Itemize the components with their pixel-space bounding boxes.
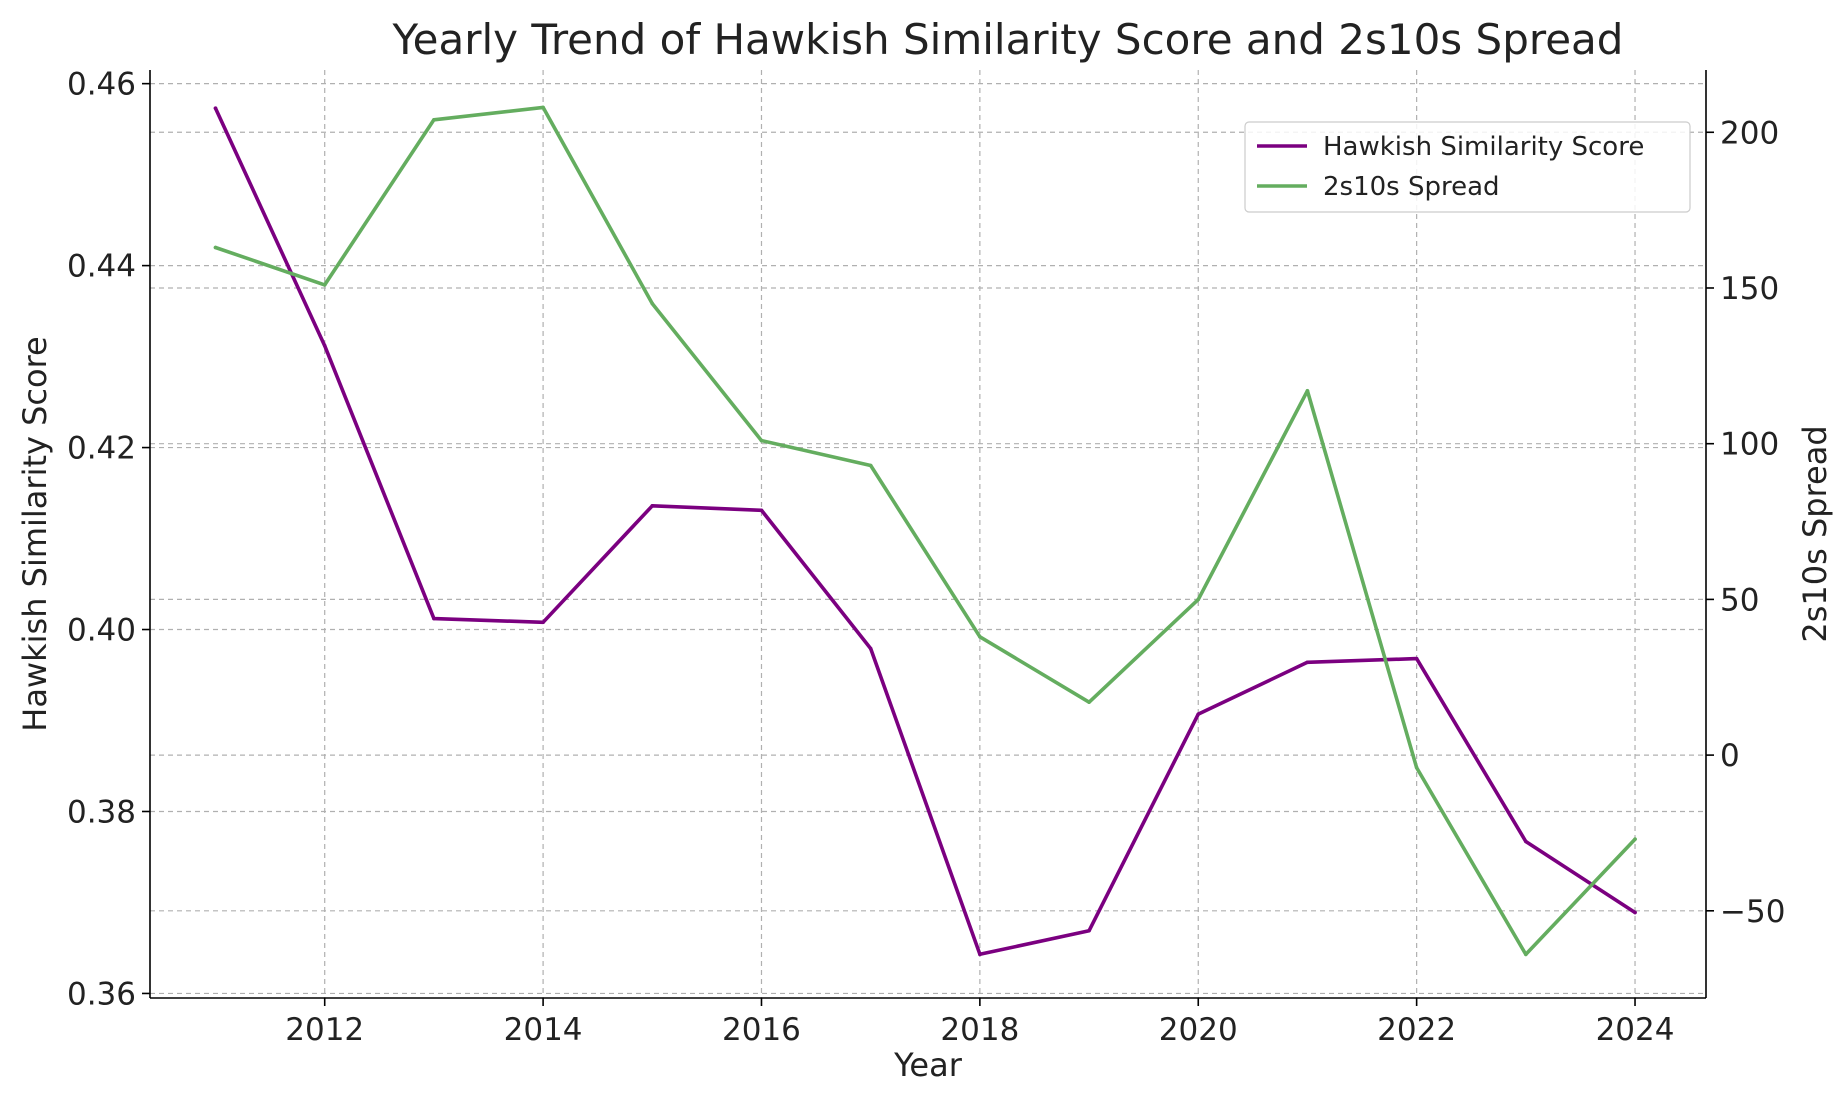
series-0-point-6 xyxy=(868,646,873,651)
x-tick-label-3: 2018 xyxy=(940,1012,1019,1048)
series-1-point-10 xyxy=(1305,388,1310,393)
series-0-point-4 xyxy=(650,503,655,508)
y-left-tick-label-4: 0.44 xyxy=(67,249,136,285)
y-left-tick-label-5: 0.46 xyxy=(67,67,136,103)
x-tick-label-6: 2024 xyxy=(1596,1012,1675,1048)
y-right-tick-label-2: 50 xyxy=(1720,582,1759,618)
series-line-0 xyxy=(213,106,1637,957)
series-0-point-2 xyxy=(432,616,436,621)
series-0-point-7 xyxy=(978,952,982,957)
series-0-point-12 xyxy=(1524,839,1528,844)
series-line-1 xyxy=(213,105,1637,957)
y-right-tick-label-3: 100 xyxy=(1720,427,1779,463)
y-left-tick-label-0: 0.36 xyxy=(67,976,136,1012)
legend-box xyxy=(1244,121,1691,213)
series-0-point-8 xyxy=(1087,928,1091,933)
series-1-point-7 xyxy=(978,634,982,639)
series-1-point-8 xyxy=(1087,700,1091,704)
series-0-point-3 xyxy=(541,620,545,625)
series-1-point-3 xyxy=(541,105,545,110)
series-0-point-0 xyxy=(213,106,218,111)
x-tick-label-4: 2020 xyxy=(1159,1012,1238,1048)
y-right-tick-label-1: 0 xyxy=(1720,738,1740,774)
series-1-point-6 xyxy=(868,463,873,468)
x-axis-label: Year xyxy=(893,1046,963,1084)
y-left-tick-label-1: 0.38 xyxy=(67,794,136,830)
series-0-point-1 xyxy=(322,343,327,348)
y-right-tick-label-4: 150 xyxy=(1720,271,1779,307)
series-1-point-5 xyxy=(759,438,764,443)
y-axis-left-label: Hawkish Similarity Score xyxy=(16,336,54,731)
legend-label-0: Hawkish Similarity Score xyxy=(1323,132,1644,162)
series-0-point-13 xyxy=(1633,910,1637,915)
legend-label-1: 2s10s Spread xyxy=(1323,172,1500,202)
series-0-point-5 xyxy=(759,508,764,513)
y-left-tick-label-2: 0.40 xyxy=(67,613,136,649)
y-axis-right-label: 2s10s Spread xyxy=(1796,425,1834,642)
series-1-point-2 xyxy=(432,118,436,122)
x-tick-label-2: 2016 xyxy=(722,1012,801,1048)
y-right-tick-label-5: 200 xyxy=(1720,115,1779,151)
series-0-point-11 xyxy=(1414,656,1419,661)
series-1-point-11 xyxy=(1414,765,1419,770)
series-1-point-9 xyxy=(1196,597,1201,602)
series-1-point-0 xyxy=(213,245,218,250)
x-tick-label-0: 2012 xyxy=(285,1012,364,1048)
series-1-point-4 xyxy=(650,301,655,306)
chart-title: Yearly Trend of Hawkish Similarity Score… xyxy=(392,15,1624,64)
series-1-point-12 xyxy=(1524,952,1528,957)
legend: Hawkish Similarity Score 2s10s Spread xyxy=(1244,121,1691,213)
x-tick-label-1: 2014 xyxy=(504,1012,583,1048)
series-0-point-10 xyxy=(1305,660,1310,665)
series-1-point-13 xyxy=(1633,837,1637,841)
series-0-point-9 xyxy=(1196,712,1201,716)
series-layer xyxy=(213,105,1637,957)
y-right-tick-label-0: −50 xyxy=(1720,894,1785,930)
series-1-point-1 xyxy=(322,283,327,287)
y-left-tick-label-3: 0.42 xyxy=(67,431,136,467)
x-tick-label-5: 2022 xyxy=(1377,1012,1456,1048)
axes: 2012 2014 2016 2018 2020 2022 2024 0.36 0.38 0.40… xyxy=(67,67,1785,1048)
